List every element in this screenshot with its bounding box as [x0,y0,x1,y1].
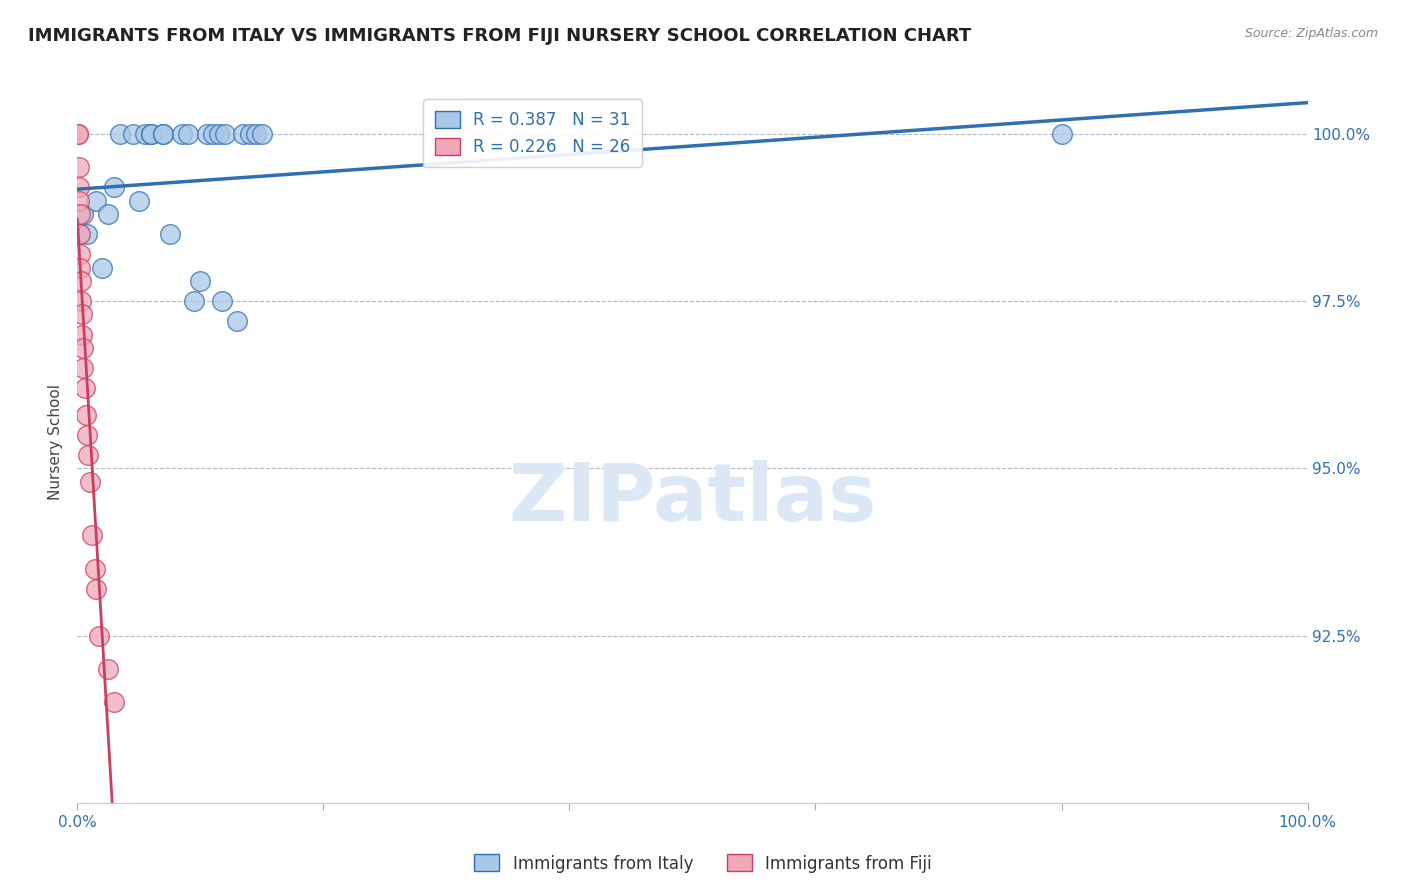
Point [188,274,212,288]
Point [82,528,104,542]
Point [66,127,89,141]
Point [177,127,200,141]
Point [128,194,150,208]
Point [69,227,91,242]
Point [195,127,218,141]
Text: ZIPatlas: ZIPatlas [509,460,876,539]
Point [84,582,107,596]
Point [170,127,193,141]
Point [103,180,125,194]
Text: Source: ZipAtlas.com: Source: ZipAtlas.com [1244,27,1378,40]
Point [67,161,90,175]
Point [201,127,224,141]
Point [75,408,97,422]
Point [73,381,96,395]
Point [69,247,91,261]
Point [72,341,94,355]
Point [245,127,267,141]
Legend: Immigrants from Italy, Immigrants from Fiji: Immigrants from Italy, Immigrants from F… [468,847,938,880]
Point [70,294,93,309]
Point [76,428,98,442]
Point [239,127,262,141]
Point [214,127,236,141]
Point [103,696,125,710]
Point [67,180,90,194]
Point [152,127,174,141]
Point [97,207,120,221]
Point [97,662,120,676]
Point [89,629,111,643]
Point [159,227,181,242]
Point [69,274,91,288]
Point [72,361,94,376]
Point [232,127,254,141]
Point [69,260,91,275]
Point [67,127,90,141]
Text: IMMIGRANTS FROM ITALY VS IMMIGRANTS FROM FIJI NURSERY SCHOOL CORRELATION CHART: IMMIGRANTS FROM ITALY VS IMMIGRANTS FROM… [28,27,972,45]
Point [84,194,107,208]
Point [110,127,132,141]
Point [208,127,231,141]
Point [121,127,143,141]
Point [79,475,101,489]
Point [141,127,163,141]
Point [90,260,114,275]
Point [69,227,91,242]
Point [77,448,100,462]
Legend: R = 0.387   N = 31, R = 0.226   N = 26: R = 0.387 N = 31, R = 0.226 N = 26 [423,99,643,168]
Point [83,562,105,576]
Point [134,127,156,141]
Point [211,294,233,309]
Point [1050,127,1073,141]
Point [141,127,163,141]
Point [67,194,90,208]
Point [70,327,93,342]
Point [183,294,205,309]
Point [226,314,249,328]
Point [69,207,91,221]
Point [72,207,94,221]
Point [76,227,98,242]
Point [152,127,174,141]
Point [250,127,273,141]
Y-axis label: Nursery School: Nursery School [48,384,63,500]
Point [70,308,93,322]
